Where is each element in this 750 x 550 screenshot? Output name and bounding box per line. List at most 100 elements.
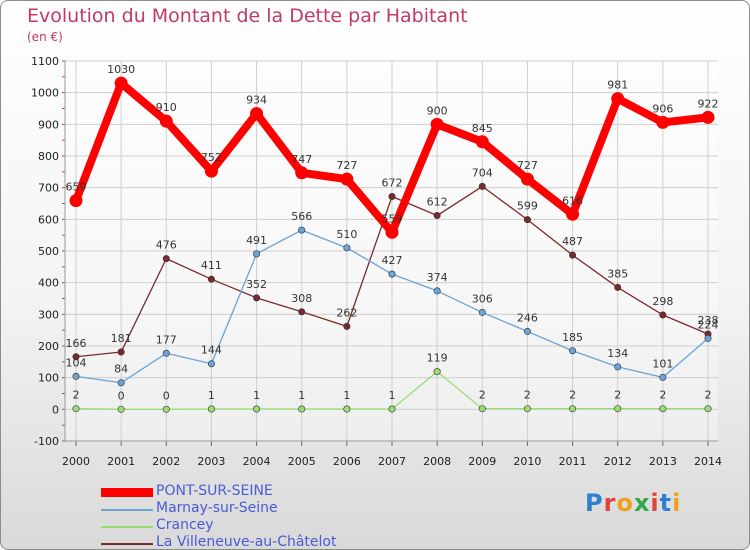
data-label: 177 bbox=[156, 333, 177, 346]
x-tick-label: 2012 bbox=[604, 455, 632, 468]
data-point bbox=[614, 363, 622, 371]
legend-label: Crancey bbox=[156, 517, 214, 533]
legend-item: La Villeneuve-au-Châtelot bbox=[101, 534, 401, 550]
data-point bbox=[478, 182, 486, 190]
data-point bbox=[253, 405, 261, 413]
data-point bbox=[614, 405, 622, 413]
data-point bbox=[298, 226, 306, 234]
legend-swatch bbox=[101, 509, 153, 511]
data-point bbox=[207, 360, 215, 368]
data-label: 352 bbox=[246, 278, 267, 291]
data-label: 1 bbox=[389, 389, 396, 402]
data-point bbox=[162, 349, 170, 357]
data-label: 727 bbox=[517, 159, 538, 172]
data-label: 599 bbox=[517, 200, 538, 213]
y-tick-label: 900 bbox=[38, 118, 59, 131]
data-label: 672 bbox=[382, 177, 403, 190]
legend: PONT-SUR-SEINE Marnay-sur-Seine Crancey … bbox=[101, 483, 401, 550]
data-point bbox=[566, 207, 580, 221]
data-point bbox=[204, 164, 218, 178]
legend-label: PONT-SUR-SEINE bbox=[156, 483, 273, 499]
data-label: 224 bbox=[698, 318, 719, 331]
x-tick-label: 2011 bbox=[559, 455, 587, 468]
data-label: 181 bbox=[111, 332, 132, 345]
x-tick-label: 2008 bbox=[423, 455, 451, 468]
data-label: 910 bbox=[156, 101, 177, 114]
data-label: 510 bbox=[336, 228, 357, 241]
data-point bbox=[433, 368, 441, 376]
data-label: 411 bbox=[201, 259, 222, 272]
data-label: 981 bbox=[607, 79, 628, 92]
data-point bbox=[656, 115, 670, 129]
data-label: 845 bbox=[472, 122, 493, 135]
data-point bbox=[207, 405, 215, 413]
y-tick-label: 600 bbox=[38, 213, 59, 226]
data-point bbox=[433, 212, 441, 220]
data-label: 1 bbox=[343, 389, 350, 402]
data-point bbox=[523, 216, 531, 224]
data-point bbox=[388, 405, 396, 413]
data-label: 298 bbox=[652, 295, 673, 308]
y-tick-label: 400 bbox=[38, 277, 59, 290]
data-point bbox=[295, 166, 309, 180]
data-point bbox=[385, 225, 399, 239]
data-point bbox=[298, 308, 306, 316]
data-label: 1 bbox=[298, 389, 305, 402]
y-tick-label: 500 bbox=[38, 245, 59, 258]
data-label: 1 bbox=[208, 389, 215, 402]
data-point bbox=[523, 327, 531, 335]
x-tick-label: 2006 bbox=[333, 455, 361, 468]
data-label: 1 bbox=[253, 389, 260, 402]
data-point bbox=[611, 92, 625, 106]
data-label: 727 bbox=[336, 159, 357, 172]
data-point bbox=[162, 405, 170, 413]
data-point bbox=[523, 405, 531, 413]
data-label: 101 bbox=[652, 357, 673, 370]
x-tick-label: 2003 bbox=[197, 455, 225, 468]
data-point bbox=[388, 193, 396, 201]
chart-unit: (en €) bbox=[27, 30, 63, 44]
data-label: 2 bbox=[479, 389, 486, 402]
y-tick-label: 100 bbox=[38, 372, 59, 385]
data-point bbox=[520, 172, 534, 186]
y-tick-label: 800 bbox=[38, 150, 59, 163]
y-tick-label: 700 bbox=[38, 182, 59, 195]
data-label: 476 bbox=[156, 239, 177, 252]
data-label: 427 bbox=[382, 254, 403, 267]
data-label: 134 bbox=[607, 347, 628, 360]
data-label: 2 bbox=[614, 389, 621, 402]
x-tick-label: 2009 bbox=[468, 455, 496, 468]
data-label: 2 bbox=[524, 389, 531, 402]
legend-item: Marnay-sur-Seine bbox=[101, 500, 401, 518]
data-label: 185 bbox=[562, 331, 583, 344]
data-label: 238 bbox=[698, 314, 719, 327]
data-label: 934 bbox=[246, 94, 267, 107]
y-tick-label: 1100 bbox=[31, 55, 59, 68]
x-tick-label: 2014 bbox=[694, 455, 722, 468]
y-tick-label: -100 bbox=[34, 435, 59, 448]
data-label: 2 bbox=[659, 389, 666, 402]
legend-label: La Villeneuve-au-Châtelot bbox=[156, 534, 337, 550]
data-label: 306 bbox=[472, 292, 493, 305]
data-point bbox=[253, 294, 261, 302]
data-point bbox=[250, 107, 264, 121]
data-point bbox=[117, 379, 125, 387]
proxiti-logo: Proxiti bbox=[585, 489, 682, 517]
data-label: 374 bbox=[427, 271, 448, 284]
data-label: 246 bbox=[517, 311, 538, 324]
x-tick-label: 2007 bbox=[378, 455, 406, 468]
data-label: 487 bbox=[562, 235, 583, 248]
data-label: 612 bbox=[427, 196, 448, 209]
data-label: 119 bbox=[427, 352, 448, 365]
data-label: 2 bbox=[569, 389, 576, 402]
data-point bbox=[162, 255, 170, 263]
data-point bbox=[475, 135, 489, 149]
data-label: 0 bbox=[163, 389, 170, 402]
data-label: 144 bbox=[201, 344, 222, 357]
x-tick-label: 2000 bbox=[62, 455, 90, 468]
data-point bbox=[159, 114, 173, 128]
data-label: 616 bbox=[562, 194, 583, 207]
data-point bbox=[704, 334, 712, 342]
